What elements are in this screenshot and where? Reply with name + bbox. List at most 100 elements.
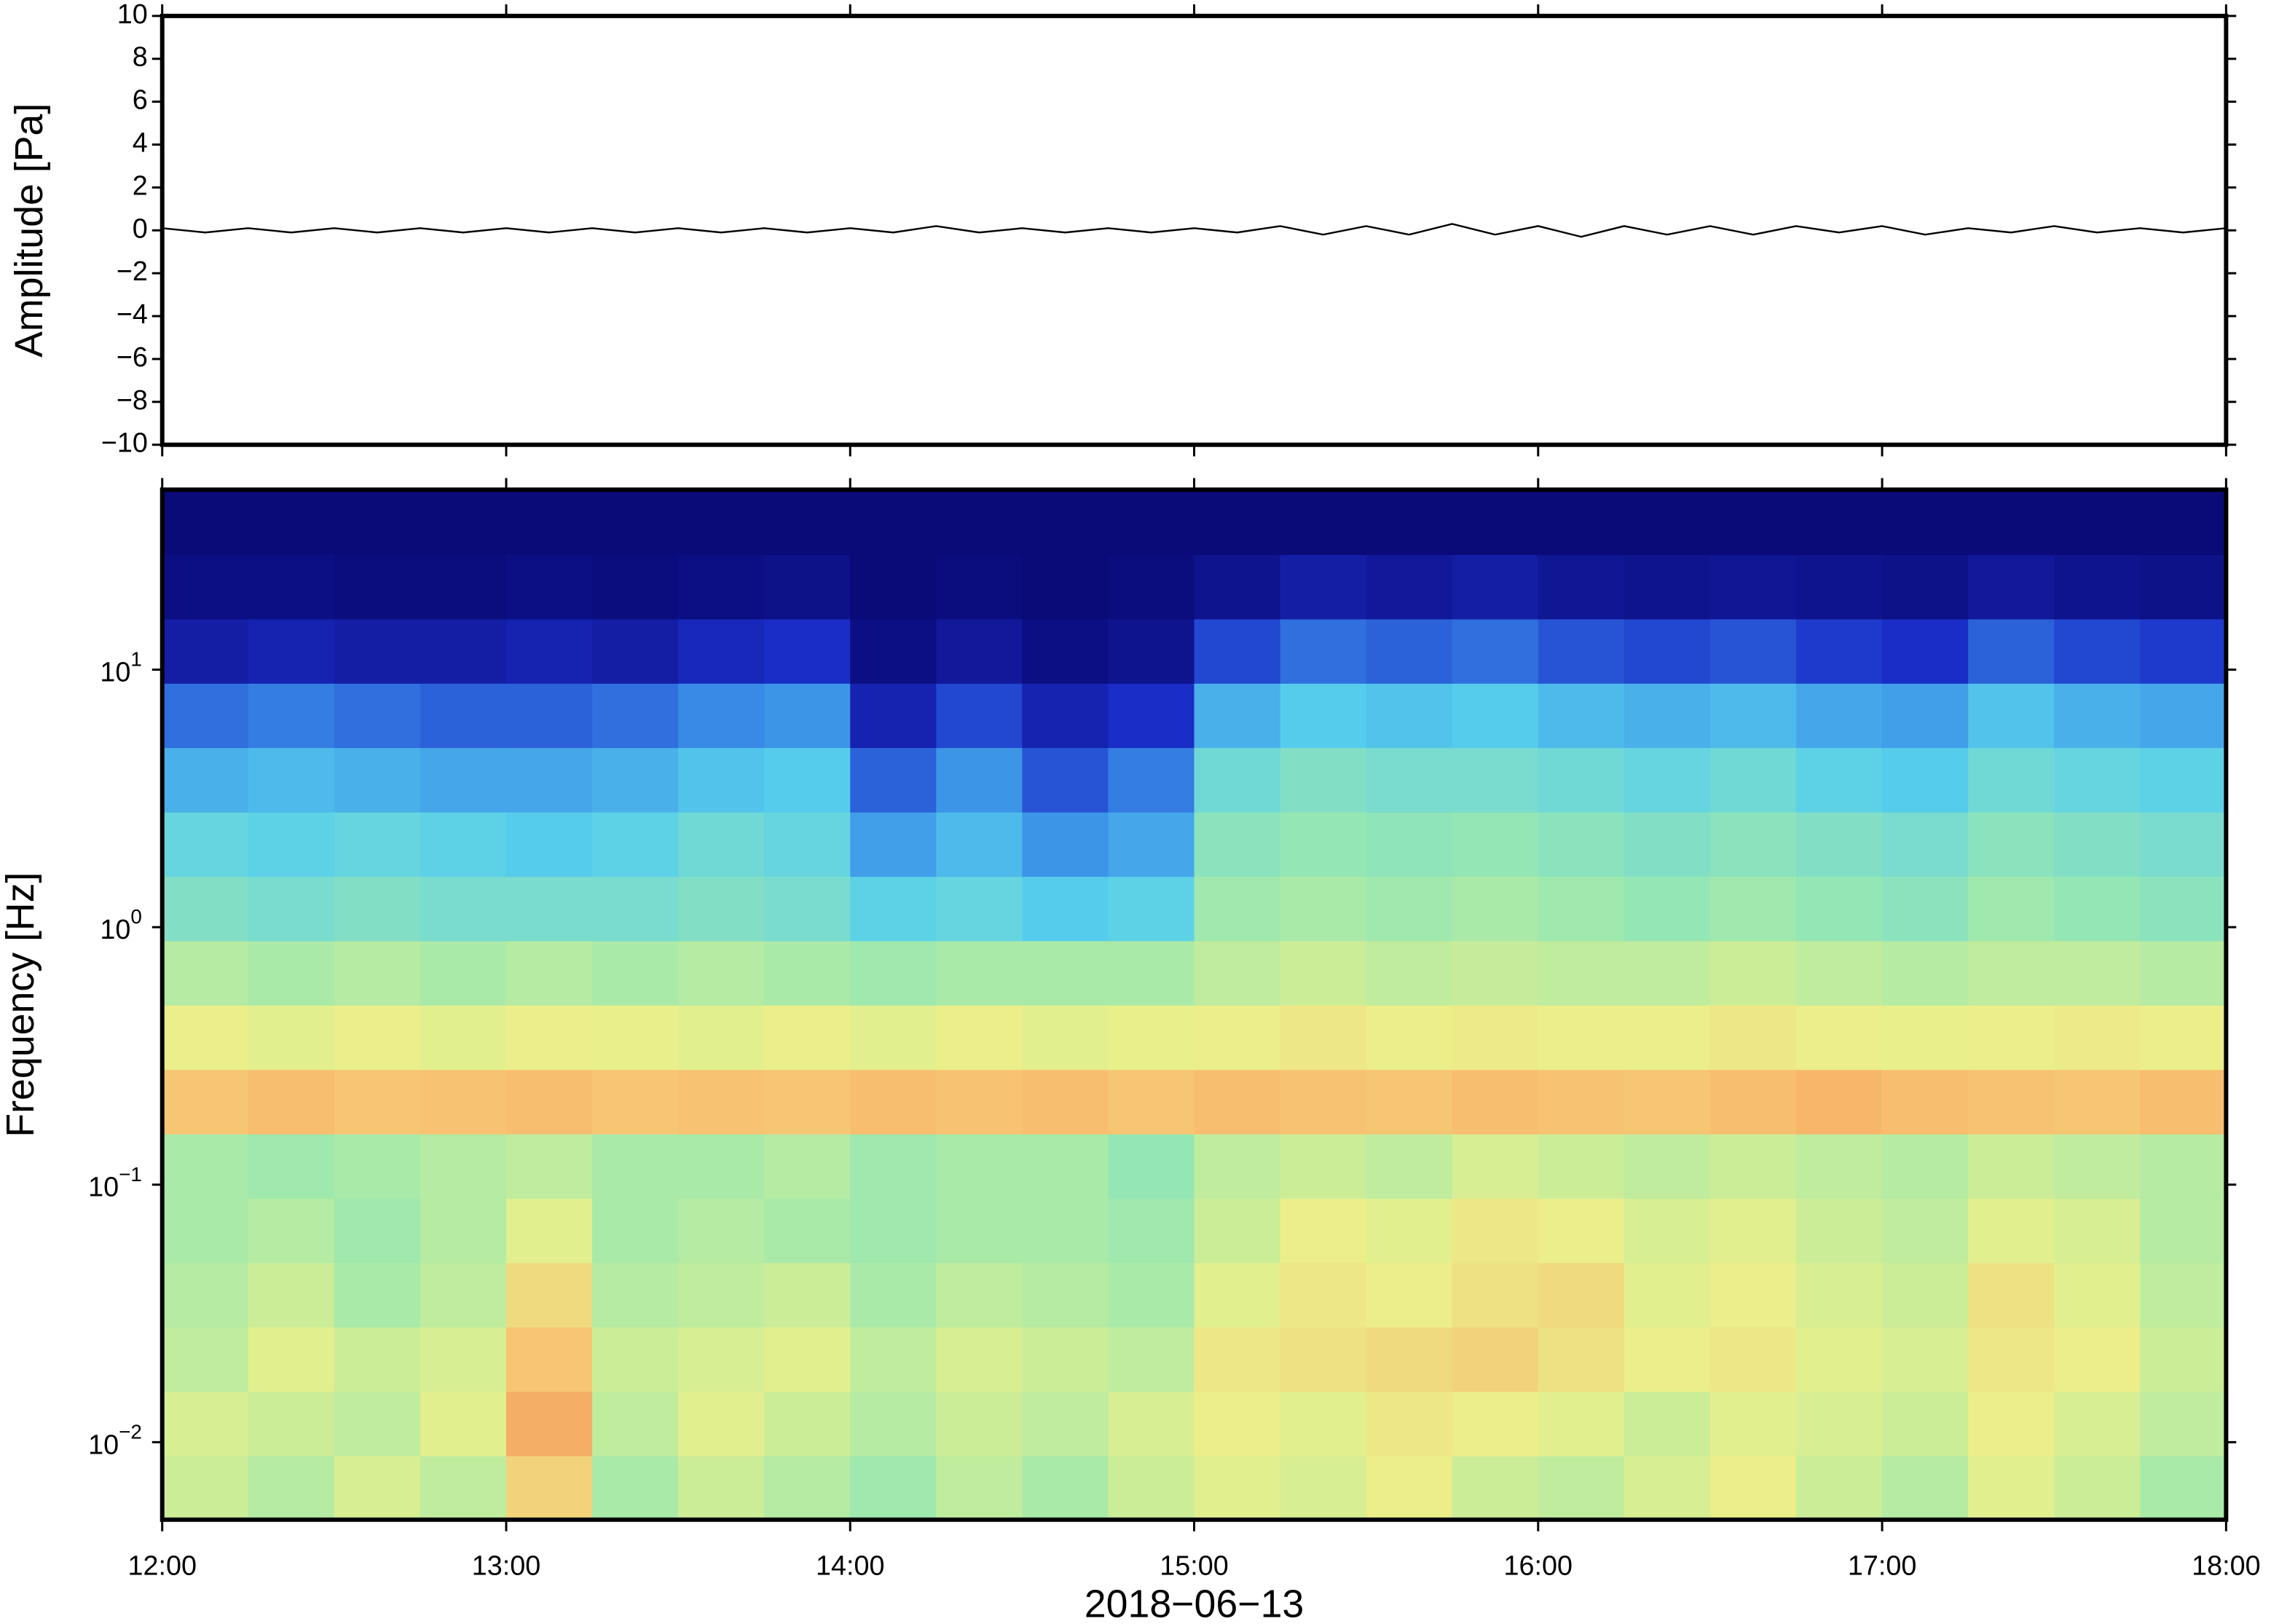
spectrogram-cell [1709,811,1798,878]
spectrogram-cell [1623,811,1712,878]
spectrogram-cell [850,875,937,942]
spectrogram-cell [936,682,1023,749]
spectrogram-cell [1452,875,1540,942]
spectrogram-cell [1194,875,1281,942]
spectrogram-cell [505,1326,594,1392]
spectrogram-cell [1194,1326,1281,1392]
spectrogram-cell [592,811,680,878]
spectrogram-cell [850,811,937,878]
spectrogram-cell [1280,553,1367,620]
spectrogram-cell [1280,1455,1367,1521]
spectrogram-cell [1366,875,1453,942]
spectrogram-cell [1022,1069,1109,1135]
spectrogram-cell [764,875,851,942]
spectrogram-cell [1882,1326,1969,1392]
spectrogram-cell [1366,1197,1453,1264]
spectrogram-cell [162,940,249,1006]
spectrogram-cell [420,1133,508,1199]
spectrogram-cell [1623,1455,1712,1521]
spectrogram-cell [420,1069,508,1135]
spectrogram-cell [420,811,508,878]
y-tick-label: 100 [100,906,141,946]
spectrogram-cell [1022,1197,1109,1264]
spectrogram-cell [1882,940,1969,1006]
y-axis-label: Frequency [Hz] [0,872,42,1138]
y-tick-base: 10 [88,1430,119,1460]
y-tick-label: 6 [133,85,148,116]
spectrogram-cell [2140,1455,2227,1521]
spectrogram-cell [162,1326,249,1392]
spectrogram-cell [1538,1004,1626,1071]
y-tick-label: 4 [133,128,148,159]
spectrogram-cell [1538,1326,1626,1392]
spectrogram-cell [1968,1326,2055,1392]
spectrogram-cell [420,553,508,620]
spectrogram-cell [1538,1391,1626,1457]
spectrogram-cell [592,1069,680,1135]
y-tick-exponent: 0 [130,906,141,929]
spectrogram-cell [850,489,937,556]
spectrogram-cell [678,1455,765,1521]
spectrogram-cell [248,618,336,684]
spectrogram-cell [1366,1391,1453,1457]
spectrogram-cell [1022,811,1109,878]
x-tick-label: 12:00 [127,1550,196,1581]
spectrogram-cell [1194,553,1281,620]
spectrogram-cell [1623,489,1712,556]
spectrogram-cell [248,875,336,942]
spectrogram-cell [420,746,508,813]
spectrogram-cell [592,940,680,1006]
spectrogram-cell [2054,618,2141,684]
spectrogram-cell [678,1326,765,1392]
spectrogram-cell [1882,1455,1969,1521]
spectrogram-cell [1796,1197,1884,1264]
spectrogram-cell [1882,682,1969,749]
spectrogram-cell [678,811,765,878]
spectrogram-cell [1538,811,1626,878]
spectrogram-cell [2054,1262,2141,1328]
y-tick-label: 2 [133,170,148,201]
spectrogram-cell [420,875,508,942]
spectrogram-cell [248,746,336,813]
spectrogram-cell [2054,940,2141,1006]
spectrogram-cell [1452,1004,1540,1071]
x-tick-label: 14:00 [816,1550,884,1581]
spectrogram-cell [420,489,508,556]
spectrogram-cell [592,1133,680,1199]
spectrogram-cell [1194,1069,1281,1135]
y-axis-label: Amplitude [Pa] [7,103,51,358]
spectrogram-cell [2054,1455,2141,1521]
spectrogram-cell [248,682,336,749]
spectrogram-cell [850,682,937,749]
spectrogram-cell [1882,1262,1969,1328]
spectrogram-cell [1194,682,1281,749]
spectrogram-cell [1796,489,1884,556]
spectrogram-cell [1280,1133,1367,1199]
y-tick-base: 10 [100,915,130,945]
spectrogram-cell [1366,1133,1453,1199]
spectrogram-cell [764,1262,851,1328]
y-tick-label: −6 [117,342,148,373]
spectrogram-cell [162,553,249,620]
spectrogram-cell [1796,1391,1884,1457]
spectrogram-cell [850,1004,937,1071]
y-tick-exponent: −2 [119,1421,142,1443]
spectrogram-cell [764,1391,851,1457]
spectrogram-cell [1022,746,1109,813]
spectrogram-cell [334,1069,422,1135]
spectrogram-cell [420,618,508,684]
spectrogram-cell [1280,875,1367,942]
spectrogram-cell [1108,1069,1195,1135]
spectrogram-cell [334,875,422,942]
spectrogram-cell [505,1262,594,1328]
spectrogram-cell [850,1391,937,1457]
spectrogram-cell [1452,1455,1540,1521]
spectrogram-cell [334,1455,422,1521]
spectrogram-cell [2054,489,2141,556]
spectrogram-cell [1709,1004,1798,1071]
spectrogram-cell [1709,618,1798,684]
spectrogram-cell [2140,811,2227,878]
spectrogram-cell [936,1391,1023,1457]
spectrogram-cell [850,940,937,1006]
spectrogram-cell [678,553,765,620]
